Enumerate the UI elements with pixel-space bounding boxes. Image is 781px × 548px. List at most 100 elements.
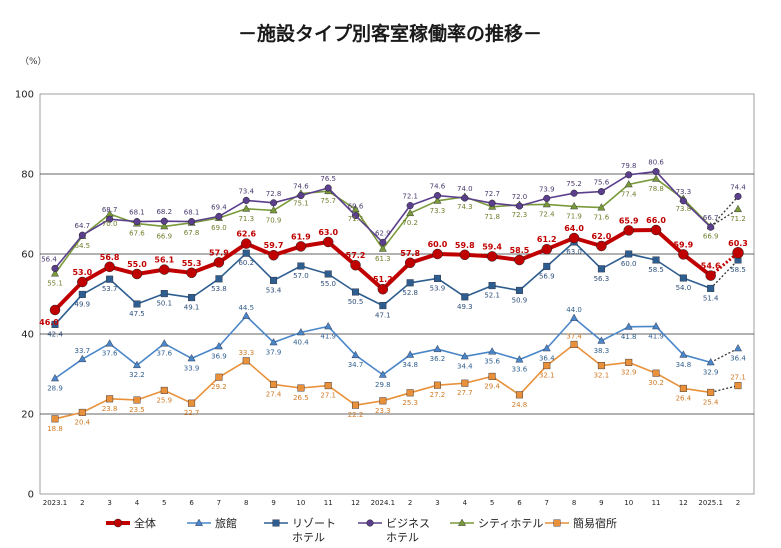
data-point bbox=[570, 313, 579, 321]
data-point bbox=[379, 397, 387, 405]
data-point bbox=[51, 264, 59, 272]
data-point bbox=[705, 270, 716, 281]
data-label: 62.9 bbox=[375, 229, 391, 237]
legend-item-1: 旅館 bbox=[187, 516, 237, 530]
legend-label: リゾート bbox=[292, 517, 336, 530]
data-label: 37.6 bbox=[156, 350, 172, 358]
data-point bbox=[131, 268, 143, 280]
data-point bbox=[652, 174, 661, 182]
data-point bbox=[214, 342, 223, 350]
data-label: 53.7 bbox=[102, 285, 118, 293]
data-label: 28.9 bbox=[47, 384, 63, 392]
data-label: 56.3 bbox=[594, 275, 610, 283]
data-point bbox=[542, 344, 551, 352]
data-label: 57.8 bbox=[400, 249, 420, 258]
series-0 bbox=[49, 224, 744, 316]
data-label: 27.1 bbox=[320, 392, 336, 400]
data-point bbox=[324, 382, 332, 390]
x-tick-label: 2 bbox=[736, 499, 740, 507]
data-point bbox=[461, 379, 469, 387]
data-point bbox=[242, 249, 250, 257]
legend-label: ホテル bbox=[386, 531, 419, 544]
data-label: 37.6 bbox=[102, 350, 118, 358]
data-point bbox=[515, 355, 524, 363]
series-group bbox=[49, 168, 744, 423]
data-label: 37.9 bbox=[266, 348, 282, 356]
data-point bbox=[270, 199, 278, 207]
data-label: 70.0 bbox=[102, 220, 118, 228]
data-point bbox=[350, 259, 361, 271]
data-label: 56.4 bbox=[41, 255, 57, 263]
data-label: 62.0 bbox=[592, 232, 612, 241]
data-label: 41.8 bbox=[621, 333, 637, 341]
data-label: 44.5 bbox=[238, 304, 254, 312]
data-label: 74.4 bbox=[730, 183, 746, 191]
data-point bbox=[543, 194, 551, 202]
x-tick-label: 12 bbox=[351, 499, 360, 507]
data-point bbox=[406, 279, 414, 287]
data-label: 25.3 bbox=[402, 399, 418, 407]
data-label: 49.9 bbox=[75, 300, 91, 308]
data-point bbox=[570, 189, 578, 197]
data-point bbox=[213, 257, 225, 268]
data-label: 56.1 bbox=[154, 256, 174, 265]
data-label: 18.8 bbox=[47, 425, 63, 433]
series-line-dotted bbox=[709, 251, 739, 277]
data-label: 54.0 bbox=[676, 284, 692, 292]
x-tick-label: 7 bbox=[545, 499, 549, 507]
data-label: 68.2 bbox=[156, 208, 172, 216]
data-label: 57.9 bbox=[209, 248, 229, 257]
y-tick-label: 100 bbox=[15, 90, 34, 101]
data-point bbox=[514, 254, 525, 266]
data-label: 68.1 bbox=[184, 209, 200, 217]
data-point bbox=[160, 217, 168, 225]
data-point bbox=[678, 249, 689, 260]
data-point bbox=[652, 322, 661, 330]
data-point bbox=[295, 241, 307, 252]
data-label: 35.6 bbox=[484, 358, 500, 366]
data-point bbox=[597, 362, 605, 370]
data-point bbox=[78, 290, 86, 298]
data-label: 69.0 bbox=[211, 224, 227, 232]
data-point bbox=[652, 256, 660, 264]
data-point bbox=[351, 212, 360, 220]
series-1 bbox=[51, 311, 742, 382]
data-point bbox=[624, 180, 633, 188]
data-label: 44.0 bbox=[566, 306, 582, 314]
data-point bbox=[132, 360, 141, 369]
x-tick-label: 9 bbox=[271, 499, 275, 507]
x-tick-label: 12 bbox=[679, 499, 688, 507]
x-tick-label: 6 bbox=[189, 499, 194, 507]
data-label: 38.3 bbox=[594, 347, 610, 355]
data-point bbox=[188, 294, 196, 302]
data-label: 66.7 bbox=[703, 214, 719, 222]
data-point bbox=[679, 384, 687, 392]
data-label: 71.3 bbox=[238, 215, 254, 223]
data-point bbox=[242, 204, 251, 212]
data-point bbox=[215, 212, 223, 220]
legend-item-5: 簡易宿所 bbox=[545, 516, 617, 530]
data-point bbox=[297, 192, 305, 200]
data-label: 60.0 bbox=[428, 240, 448, 249]
data-label: 27.7 bbox=[457, 389, 473, 397]
data-point bbox=[488, 347, 497, 355]
data-label: 60.0 bbox=[621, 260, 637, 268]
data-point bbox=[706, 358, 715, 366]
data-label: 32.9 bbox=[621, 368, 637, 376]
legend-label: 旅館 bbox=[215, 516, 237, 530]
data-point bbox=[432, 248, 443, 260]
y-tick-label: 40 bbox=[21, 330, 34, 341]
data-point bbox=[269, 206, 278, 214]
x-tick-label: 4 bbox=[135, 499, 140, 507]
data-point bbox=[160, 386, 168, 394]
data-point bbox=[652, 369, 660, 377]
data-label: 36.4 bbox=[539, 354, 555, 362]
data-label: 53.0 bbox=[72, 268, 92, 277]
data-point bbox=[270, 380, 278, 388]
legend-swatch-marker bbox=[195, 518, 203, 526]
data-point bbox=[269, 338, 278, 346]
data-point bbox=[159, 264, 170, 275]
data-point bbox=[240, 238, 252, 249]
data-label: 73.4 bbox=[238, 187, 254, 195]
gridlines bbox=[40, 173, 754, 415]
